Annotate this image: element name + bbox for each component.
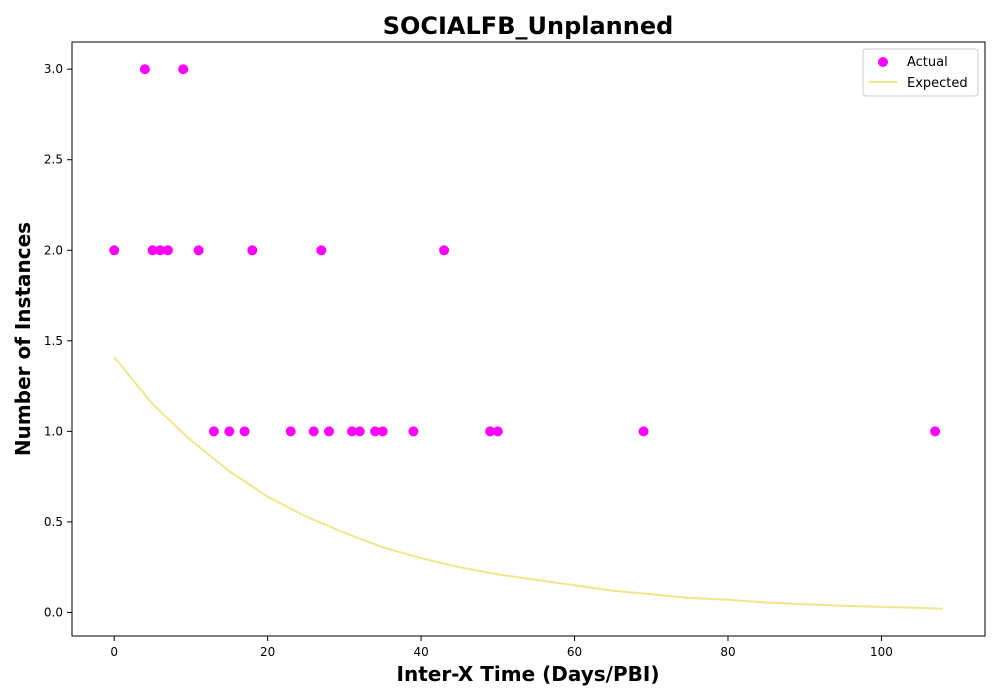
actual-data-point <box>930 426 941 437</box>
actual-data-point <box>439 245 450 256</box>
y-tick-label: 2.0 <box>44 243 63 257</box>
x-tick-label: 0 <box>110 645 118 659</box>
y-tick-label: 2.5 <box>44 153 63 167</box>
x-axis-title: Inter-X Time (Days/PBI) <box>397 662 660 686</box>
actual-data-point <box>139 64 150 75</box>
legend: Actual Expected <box>862 48 979 97</box>
actual-data-point <box>638 426 649 437</box>
x-tick-label: 80 <box>720 645 735 659</box>
actual-data-point <box>224 426 235 437</box>
x-tick-label: 100 <box>870 645 893 659</box>
actual-data-point <box>239 426 250 437</box>
x-tick-label: 40 <box>413 645 428 659</box>
series-layer <box>109 64 943 610</box>
actual-data-point <box>408 426 419 437</box>
y-tick-label: 0.0 <box>44 605 63 619</box>
legend-marker-actual <box>878 57 888 67</box>
y-tick-label: 0.5 <box>44 515 63 529</box>
actual-data-point <box>377 426 388 437</box>
actual-data-point <box>485 426 496 437</box>
chart-title: SOCIALFB_Unplanned <box>383 12 674 40</box>
actual-data-point <box>193 245 204 256</box>
actual-data-point <box>354 426 365 437</box>
legend-label-expected: Expected <box>907 76 968 91</box>
y-tick-label: 1.5 <box>44 334 63 348</box>
actual-data-point <box>316 245 327 256</box>
x-tick-label: 60 <box>567 645 582 659</box>
actual-data-point <box>370 426 381 437</box>
expected-series-line <box>113 356 943 610</box>
actual-data-point <box>155 245 166 256</box>
legend-box <box>862 48 979 97</box>
actual-data-point <box>492 426 503 437</box>
y-tick-label: 3.0 <box>44 62 63 76</box>
plot-frame <box>71 41 986 637</box>
y-tick-label: 1.0 <box>44 424 63 438</box>
plot-area: 0 20 40 60 80 100 0.0 0.5 1.0 1.5 2.0 2.5 3.0 <box>44 41 986 659</box>
actual-data-point <box>347 426 357 437</box>
actual-data-point <box>147 245 158 256</box>
actual-data-point <box>308 426 319 437</box>
actual-data-point <box>208 426 219 437</box>
legend-label-actual: Actual <box>907 55 948 70</box>
actual-data-point <box>324 426 334 437</box>
x-tick-label: 20 <box>260 645 275 659</box>
actual-data-point <box>109 245 120 256</box>
y-axis-title: Number of Instances <box>11 222 35 456</box>
y-axis-ticks: 0.0 0.5 1.0 1.5 2.0 2.5 3.0 <box>44 62 72 619</box>
actual-data-point <box>285 426 296 437</box>
actual-data-point <box>247 245 258 256</box>
actual-data-point <box>178 64 189 75</box>
actual-data-point <box>162 245 173 256</box>
x-axis-ticks: 0 20 40 60 80 100 <box>110 636 893 659</box>
